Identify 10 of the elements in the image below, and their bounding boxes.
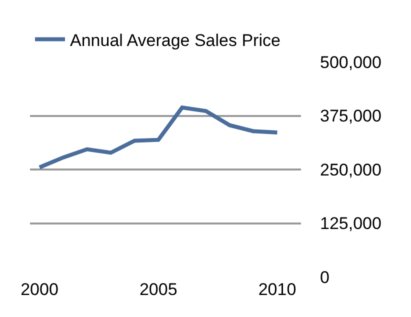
x-tick-label: 2010 [258,280,296,299]
line-series [38,106,280,170]
y-tick-label: 375,000 [320,106,382,126]
y-tick-label: 125,000 [320,214,382,234]
y-tick-label: 0 [320,268,330,287]
x-tick-label: 2000 [20,280,58,299]
legend-label: Annual Average Sales Price [70,30,280,50]
y-tick-label: 500,000 [320,52,382,72]
x-tick-label: 2005 [139,280,178,299]
y-tick-label: 250,000 [320,160,382,180]
